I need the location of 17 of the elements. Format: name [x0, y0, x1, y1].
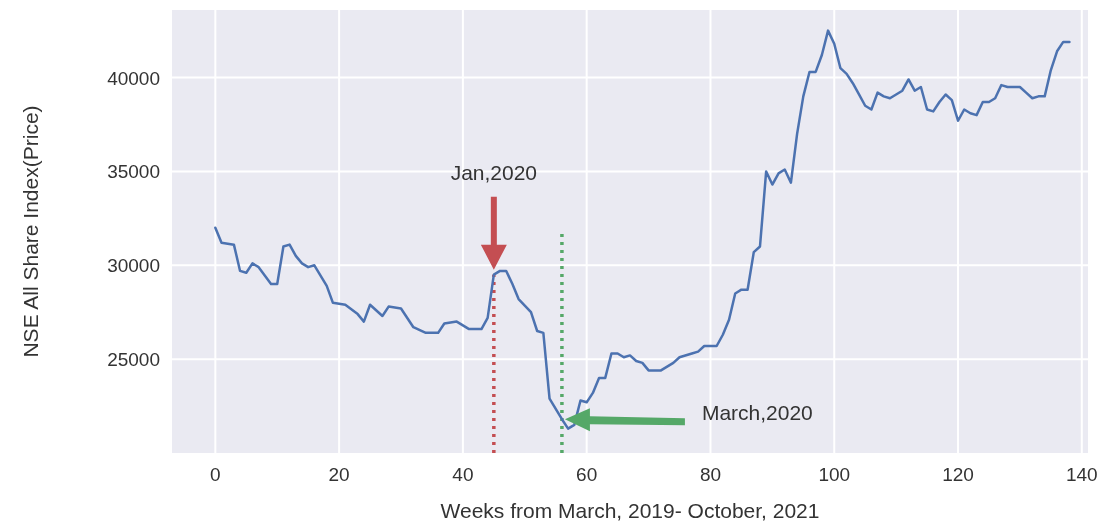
line-series: [214, 29, 1071, 430]
x-axis-title: Weeks from March, 2019- October, 2021: [440, 499, 820, 521]
x-tick-label: 40: [452, 464, 474, 485]
x-tick-label: 100: [818, 464, 851, 485]
y-axis-title: NSE All Share Index(Price): [19, 105, 42, 358]
x-tick-label: 140: [1065, 464, 1098, 485]
x-tick-label: 60: [576, 464, 598, 485]
y-tick-label: 40000: [107, 67, 160, 89]
x-tick-label: 120: [942, 464, 974, 485]
x-tick-label: 20: [328, 464, 350, 485]
x-tick-label: 80: [699, 464, 722, 485]
x-tick-label: 0: [210, 464, 221, 485]
y-tick-label: 25000: [107, 349, 160, 371]
y-tick-label: 30000: [107, 255, 160, 277]
y-tick-label: 35000: [107, 161, 160, 183]
annotation: March,2020: [701, 401, 813, 425]
annotation: Jan,2020: [450, 160, 538, 184]
